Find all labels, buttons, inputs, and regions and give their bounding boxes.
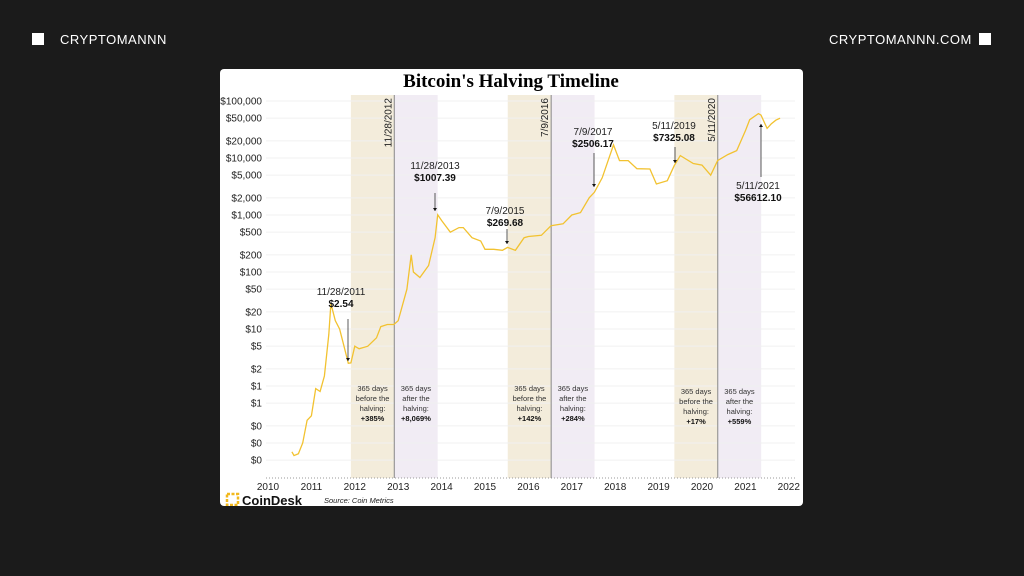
chart-title: Bitcoin's Halving Timeline: [403, 71, 619, 92]
y-tick-label: $500: [240, 228, 263, 239]
annotation-price: $1007.39: [414, 173, 456, 184]
y-tick-label: $10,000: [226, 154, 263, 165]
arrow-head-icon: [505, 241, 509, 244]
x-tick-label: 2015: [474, 482, 497, 493]
y-tick-label: $1: [251, 382, 263, 393]
band-label-line: before the: [513, 394, 547, 403]
annotation-price: $56612.10: [734, 193, 782, 204]
annotation-date: 11/28/2013: [410, 161, 460, 172]
band-label-line: after the: [726, 397, 754, 406]
after-halving-band: [717, 95, 762, 478]
y-tick-label: $5: [251, 342, 263, 353]
band-label-line: halving:: [517, 404, 543, 413]
arrow-head-icon: [673, 160, 677, 163]
halving-chart: $100,000 $50,000 $20,000 $10,000 $5,000 $2,00…: [220, 71, 801, 506]
logo-text: CoinDesk: [242, 493, 303, 506]
band-label-line: 365 days: [724, 387, 755, 396]
y-tick-label: $1: [251, 399, 263, 410]
x-tick-label: 2012: [344, 482, 367, 493]
band-label-line: 365 days: [401, 384, 432, 393]
band-label-line: halving:: [727, 407, 753, 416]
x-tick-label: 2018: [604, 482, 627, 493]
right-brand-link[interactable]: CRYPTOMANNN.COM: [829, 32, 972, 47]
annotation-price: $269.68: [487, 218, 524, 229]
y-tick-label: $200: [240, 250, 263, 261]
arrow-head-icon: [346, 358, 350, 361]
price-line: [291, 112, 781, 457]
band-change-value: +142%: [518, 414, 542, 423]
halving-date-label: 5/11/2020: [707, 98, 718, 142]
after-halving-band: [394, 95, 438, 478]
before-halving-band: [507, 95, 552, 478]
band-label-line: after the: [559, 394, 587, 403]
x-tick-label: 2021: [734, 482, 757, 493]
x-tick-label: 2010: [257, 482, 280, 493]
x-tick-label: 2016: [517, 482, 540, 493]
halving-date-label: 7/9/2016: [540, 98, 551, 137]
before-halving-band: [674, 95, 718, 478]
band-label-line: before the: [679, 397, 713, 406]
before-halving-band: [350, 95, 395, 478]
coindesk-logo: CoinDesk: [225, 492, 303, 506]
band-label-line: halving:: [360, 404, 386, 413]
x-tick-label: 2017: [561, 482, 584, 493]
x-tick-label: 2020: [691, 482, 714, 493]
annotation-date: 5/11/2021: [736, 181, 780, 192]
annotation-date: 7/9/2015: [486, 206, 525, 217]
arrow-head-icon: [433, 208, 437, 211]
y-tick-label: $1,000: [231, 211, 262, 222]
band-label-line: 365 days: [681, 387, 712, 396]
annotation-date: 5/11/2019: [652, 121, 696, 132]
y-tick-label: $2,000: [231, 193, 262, 204]
band-label-line: 365 days: [558, 384, 589, 393]
y-tick-label: $20: [245, 307, 262, 318]
arrow-head-icon: [592, 184, 596, 187]
annotation-date: 11/28/2011: [317, 287, 366, 298]
band-label-line: before the: [356, 394, 390, 403]
y-tick-label: $0: [251, 421, 263, 432]
after-halving-band: [551, 95, 595, 478]
band-change-value: +559%: [728, 417, 752, 426]
x-tick-label: 2022: [778, 482, 801, 493]
y-tick-label: $100: [240, 268, 263, 279]
band-change-value: +284%: [561, 414, 585, 423]
right-square-icon: [979, 33, 991, 45]
band-label-line: halving:: [560, 404, 586, 413]
source-note: Source: Coin Metrics: [324, 496, 394, 505]
band-label-line: halving:: [683, 407, 709, 416]
y-tick-label: $50: [245, 285, 262, 296]
y-tick-label: $5,000: [231, 171, 262, 182]
band-label-line: after the: [402, 394, 430, 403]
band-label-line: 365 days: [514, 384, 545, 393]
y-tick-label: $0: [251, 456, 263, 467]
band-label-line: halving:: [403, 404, 429, 413]
x-tick-label: 2013: [387, 482, 410, 493]
band-change-value: +17%: [686, 417, 706, 426]
annotation-date: 7/9/2017: [574, 127, 613, 138]
left-square-icon: [32, 33, 44, 45]
y-tick-label: $20,000: [226, 136, 263, 147]
band-label-line: 365 days: [357, 384, 388, 393]
y-tick-label: $10: [245, 325, 262, 336]
x-tick-label: 2019: [647, 482, 670, 493]
x-tick-label: 2011: [301, 482, 323, 493]
band-change-value: +385%: [361, 414, 385, 423]
halving-date-label: 11/28/2012: [383, 98, 394, 148]
annotation-price: $2506.17: [572, 139, 614, 150]
y-tick-label: $50,000: [226, 114, 263, 125]
arrow-head-icon: [759, 124, 763, 127]
left-brand: CRYPTOMANNN: [60, 32, 167, 47]
annotation-price: $7325.08: [653, 133, 695, 144]
annotation-price: $2.54: [328, 299, 353, 310]
y-tick-label: $2: [251, 364, 263, 375]
x-tick-label: 2014: [430, 482, 453, 493]
chart-card: $100,000 $50,000 $20,000 $10,000 $5,000 $2,00…: [220, 69, 803, 506]
y-tick-label: $100,000: [220, 97, 262, 108]
band-change-value: +8,069%: [401, 414, 431, 423]
y-tick-label: $0: [251, 439, 263, 450]
